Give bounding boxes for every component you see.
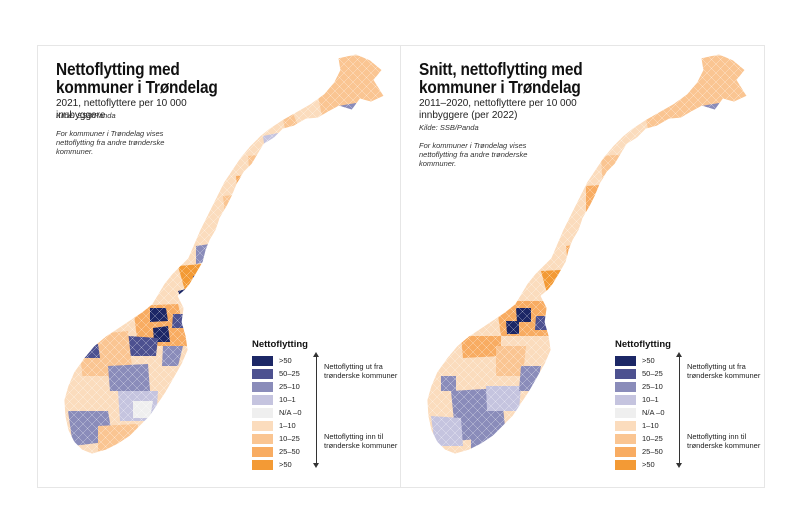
legend-swatch: [252, 408, 273, 418]
legend-swatch: [615, 356, 636, 366]
arrow-down-icon: [313, 463, 319, 468]
legend-label: 10–25: [279, 434, 300, 443]
map-title-2011-2020: Snitt, nettoflytting med kommuner i Trøn…: [419, 59, 583, 97]
arrow-down-icon: [676, 463, 682, 468]
map-note-2011-2020: For kommuner i Trøndelag vises nettoflyt…: [419, 141, 528, 168]
arrow-up-icon: [313, 352, 319, 357]
legend-swatch: [615, 382, 636, 392]
legend-swatch: [615, 408, 636, 418]
legend-swatch: [252, 421, 273, 431]
legend-label: 25–10: [642, 382, 663, 391]
arrow-shaft: [316, 356, 317, 463]
legend-label: 25–10: [279, 382, 300, 391]
map-subtitle-2021: 2021, nettoflyttere per 10 000 innbygger…: [56, 98, 187, 121]
legend-label: 25–50: [642, 447, 663, 456]
legend-label: >50: [642, 356, 655, 365]
legend-title: Nettoflytting: [615, 339, 671, 350]
legend-2021: Nettoflytting >50 50–25 25–10 10–1 N/A –…: [252, 339, 412, 479]
legend-swatch: [615, 369, 636, 379]
legend-label: N/A –0: [279, 408, 302, 417]
legend-swatch: [615, 447, 636, 457]
legend-label: >50: [279, 356, 292, 365]
map-panel-2021: Nettoflytting med kommuner i Trøndelag 2…: [38, 46, 401, 487]
legend-in-text: Nettoflytting inn til trønderske kommune…: [324, 432, 398, 450]
legend-swatch: [615, 421, 636, 431]
map-subtitle-2011-2020: 2011–2020, nettoflyttere per 10 000 innb…: [419, 98, 577, 121]
legend-label: 50–25: [279, 369, 300, 378]
norway-choropleth-map-2011-2020: [426, 53, 748, 455]
legend-label: >50: [642, 460, 655, 469]
legend-swatch: [252, 369, 273, 379]
legend-title: Nettoflytting: [252, 339, 308, 350]
legend-label: 25–50: [279, 447, 300, 456]
legend-in-text: Nettoflytting inn til trønderske kommune…: [687, 432, 761, 450]
map-source-2021: Kilde: SSB/Panda: [56, 111, 116, 120]
map-panel-2011-2020: Snitt, nettoflytting med kommuner i Trøn…: [401, 46, 763, 487]
legend-swatch: [615, 395, 636, 405]
legend-label: >50: [279, 460, 292, 469]
legend-label: 1–10: [279, 421, 296, 430]
arrow-shaft: [679, 356, 680, 463]
legend-swatch: [252, 460, 273, 470]
legend-label: N/A –0: [642, 408, 665, 417]
figure-frame: Nettoflytting med kommuner i Trøndelag 2…: [37, 45, 765, 488]
legend-swatch: [615, 434, 636, 444]
legend-label: 10–25: [642, 434, 663, 443]
legend-label: 10–1: [279, 395, 296, 404]
arrow-up-icon: [676, 352, 682, 357]
legend-label: 1–10: [642, 421, 659, 430]
legend-swatch: [615, 460, 636, 470]
legend-swatch: [252, 395, 273, 405]
map-note-2021: For kommuner i Trøndelag vises nettoflyt…: [56, 129, 165, 156]
norway-choropleth-map-2021: [63, 53, 385, 455]
legend-label: 50–25: [642, 369, 663, 378]
map-source-2011-2020: Kilde: SSB/Panda: [419, 123, 479, 132]
legend-swatch: [252, 447, 273, 457]
legend-swatch: [252, 434, 273, 444]
legend-out-text: Nettoflytting ut fra trønderske kommuner: [687, 362, 761, 380]
legend-swatch: [252, 356, 273, 366]
map-title-2021: Nettoflytting med kommuner i Trøndelag: [56, 59, 218, 97]
legend-swatch: [252, 382, 273, 392]
legend-out-text: Nettoflytting ut fra trønderske kommuner: [324, 362, 398, 380]
legend-label: 10–1: [642, 395, 659, 404]
legend-2011-2020: Nettoflytting >50 50–25 25–10 10–1 N/A –…: [615, 339, 775, 479]
